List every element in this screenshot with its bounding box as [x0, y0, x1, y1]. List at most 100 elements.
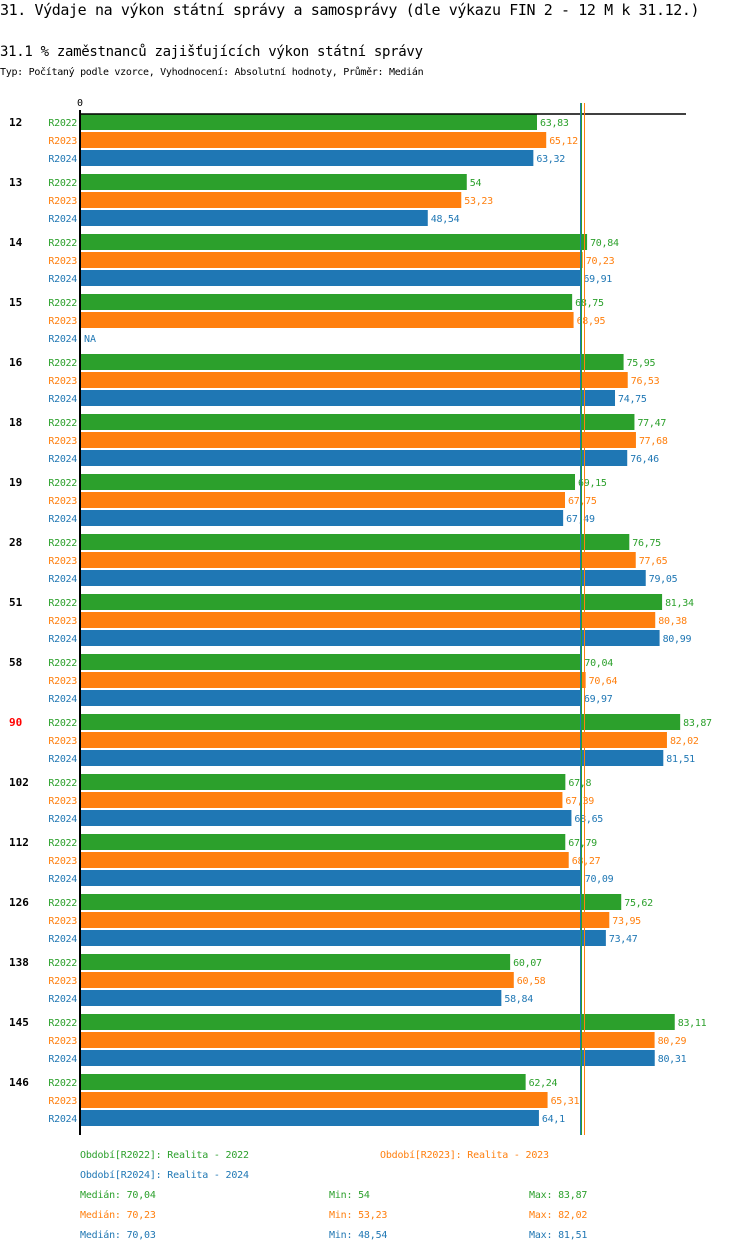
series-label: R2022 [48, 178, 77, 189]
data-label: 74,75 [618, 394, 647, 405]
series-label: R2023 [48, 136, 77, 147]
stat-max-r2024: Max: 81,51 [529, 1230, 588, 1241]
data-label: 67,39 [565, 796, 594, 807]
data-label: 76,46 [630, 454, 659, 465]
series-label: R2022 [48, 838, 77, 849]
data-label: 63,32 [536, 154, 565, 165]
bar [81, 930, 606, 946]
category-label: 90 [9, 716, 22, 729]
category-label: 13 [9, 176, 22, 189]
data-label: 58,84 [504, 994, 533, 1005]
series-label: R2023 [48, 556, 77, 567]
legend-item-r2024: Období[R2024]: Realita - 2024 [80, 1170, 249, 1181]
bar [81, 912, 610, 928]
series-label: R2024 [48, 454, 77, 465]
series-label: R2022 [48, 358, 77, 369]
bar [81, 1050, 655, 1066]
stat-min-r2022: Min: 54 [329, 1190, 370, 1201]
data-label: 77,65 [639, 556, 668, 567]
series-label: R2024 [48, 694, 77, 705]
category-label: 15 [9, 296, 22, 309]
series-label: R2022 [48, 238, 77, 249]
series-label: R2023 [48, 916, 77, 927]
bar [81, 174, 467, 190]
bar [81, 654, 582, 670]
category-label: 14 [9, 236, 23, 249]
series-label: R2023 [48, 736, 77, 747]
series-label: R2023 [48, 616, 77, 627]
data-label: 68,27 [572, 856, 601, 867]
series-label: R2024 [48, 934, 77, 945]
series-label: R2022 [48, 538, 77, 549]
series-label: R2022 [48, 658, 77, 669]
bar [81, 474, 576, 490]
data-label: 83,87 [683, 718, 712, 729]
chart-subtitle: 31.1 % zaměstnanců zajišťujících výkon s… [0, 44, 423, 60]
bar [81, 672, 586, 688]
series-label: R2022 [48, 598, 77, 609]
data-label: 70,64 [589, 676, 618, 687]
series-label: R2022 [48, 418, 77, 429]
data-label: 77,68 [639, 436, 668, 447]
series-label: R2022 [48, 958, 77, 969]
data-label: 73,95 [612, 916, 641, 927]
bar [81, 1110, 539, 1126]
bar [81, 432, 636, 448]
data-label: 65,31 [551, 1096, 580, 1107]
stat-median-r2022: Medián: 70,04 [80, 1190, 156, 1201]
data-label: 53,23 [464, 196, 493, 207]
bar [81, 834, 566, 850]
series-label: R2024 [48, 214, 77, 225]
series-label: R2024 [48, 874, 77, 885]
series-label: R2023 [48, 496, 77, 507]
series-label: R2022 [48, 478, 77, 489]
data-label: 67,8 [568, 778, 591, 789]
bar [81, 294, 573, 310]
series-label: R2024 [48, 334, 77, 345]
bar [81, 312, 574, 328]
data-label: 54 [470, 178, 482, 189]
bar [81, 372, 628, 388]
data-label: 81,34 [665, 598, 694, 609]
data-label: 69,97 [584, 694, 613, 705]
data-label: 63,83 [540, 118, 569, 129]
bar [81, 1014, 675, 1030]
data-label: 80,31 [658, 1054, 687, 1065]
category-label: 58 [9, 656, 22, 669]
bar [81, 390, 616, 406]
series-label: R2022 [48, 718, 77, 729]
bar [81, 414, 635, 430]
series-label: R2024 [48, 1114, 77, 1125]
bar [81, 1092, 548, 1108]
bar [81, 990, 502, 1006]
series-label: R2022 [48, 1078, 77, 1089]
series-label: R2024 [48, 274, 77, 285]
bar [81, 354, 624, 370]
bar [81, 852, 569, 868]
stat-max-r2023: Max: 82,02 [529, 1210, 588, 1221]
series-label: R2023 [48, 436, 77, 447]
bar [81, 894, 622, 910]
bar [81, 1032, 655, 1048]
bar [81, 750, 664, 766]
series-label: R2022 [48, 778, 77, 789]
category-label: 18 [9, 416, 22, 429]
series-label: R2022 [48, 898, 77, 909]
data-label: 48,54 [431, 214, 460, 225]
series-label: R2023 [48, 1036, 77, 1047]
bar [81, 114, 538, 130]
bar [81, 774, 566, 790]
data-label: 70,23 [586, 256, 615, 267]
bar [81, 132, 547, 148]
bar [81, 492, 566, 508]
bar [81, 150, 534, 166]
data-label: 60,07 [513, 958, 542, 969]
stat-median-r2024: Medián: 70,03 [80, 1230, 156, 1241]
legend-item-r2023: Období[R2023]: Realita - 2023 [380, 1150, 549, 1161]
bar [81, 630, 660, 646]
stat-median-r2023: Medián: 70,23 [80, 1210, 156, 1221]
bar [81, 1074, 526, 1090]
data-label: 70,84 [590, 238, 619, 249]
category-label: 12 [9, 116, 22, 129]
data-label: 60,58 [517, 976, 546, 987]
